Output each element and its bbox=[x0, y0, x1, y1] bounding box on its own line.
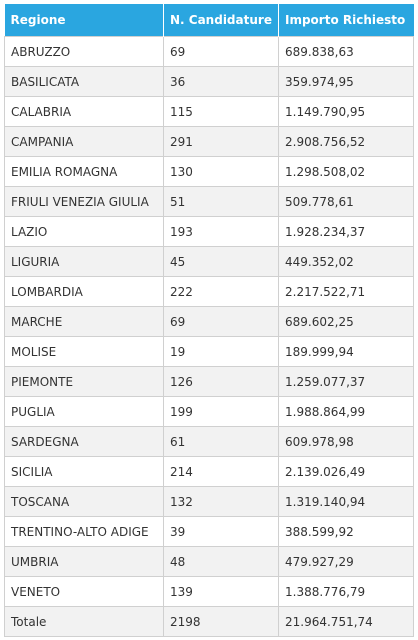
cell-regione: LIGURIA bbox=[4, 246, 164, 277]
cell-importo: 689.838,63 bbox=[278, 36, 414, 67]
cell-candidature: 139 bbox=[163, 576, 279, 607]
table-row: MARCHE 69 689.602,25 bbox=[4, 306, 414, 337]
cell-candidature: 39 bbox=[163, 516, 279, 547]
header-row: Regione N. Candidature Importo Richiesto bbox=[4, 4, 414, 37]
table-row: EMILIA ROMAGNA 130 1.298.508,02 bbox=[4, 156, 414, 187]
cell-importo: 479.927,29 bbox=[278, 546, 414, 577]
table-row: TOSCANA 132 1.319.140,94 bbox=[4, 486, 414, 517]
table-row: SARDEGNA 61 609.978,98 bbox=[4, 426, 414, 457]
cell-candidature: 2198 bbox=[163, 606, 279, 637]
cell-importo: 1.388.776,79 bbox=[278, 576, 414, 607]
cell-regione: TRENTINO-ALTO ADIGE bbox=[4, 516, 164, 547]
cell-importo: 1.319.140,94 bbox=[278, 486, 414, 517]
table-row: CAMPANIA 291 2.908.756,52 bbox=[4, 126, 414, 157]
cell-regione: SICILIA bbox=[4, 456, 164, 487]
cell-candidature: 126 bbox=[163, 366, 279, 397]
cell-regione: EMILIA ROMAGNA bbox=[4, 156, 164, 187]
cell-candidature: 61 bbox=[163, 426, 279, 457]
cell-importo: 1.259.077,37 bbox=[278, 366, 414, 397]
cell-candidature: 19 bbox=[163, 336, 279, 367]
cell-importo: 1.928.234,37 bbox=[278, 216, 414, 247]
cell-importo: 609.978,98 bbox=[278, 426, 414, 457]
table-row: LAZIO 193 1.928.234,37 bbox=[4, 216, 414, 247]
cell-importo: 2.139.026,49 bbox=[278, 456, 414, 487]
cell-regione: LAZIO bbox=[4, 216, 164, 247]
table-row: BASILICATA 36 359.974,95 bbox=[4, 66, 414, 97]
cell-importo: 509.778,61 bbox=[278, 186, 414, 217]
cell-importo: 2.908.756,52 bbox=[278, 126, 414, 157]
header-regione: Regione bbox=[4, 4, 164, 37]
cell-regione: PUGLIA bbox=[4, 396, 164, 427]
table-row: UMBRIA 48 479.927,29 bbox=[4, 546, 414, 577]
cell-importo: 1.988.864,99 bbox=[278, 396, 414, 427]
cell-candidature: 214 bbox=[163, 456, 279, 487]
cell-regione: TOSCANA bbox=[4, 486, 164, 517]
cell-regione: VENETO bbox=[4, 576, 164, 607]
cell-regione: UMBRIA bbox=[4, 546, 164, 577]
cell-candidature: 51 bbox=[163, 186, 279, 217]
table-row: SICILIA 214 2.139.026,49 bbox=[4, 456, 414, 487]
cell-regione: BASILICATA bbox=[4, 66, 164, 97]
cell-importo: 689.602,25 bbox=[278, 306, 414, 337]
cell-candidature: 69 bbox=[163, 306, 279, 337]
cell-regione: PIEMONTE bbox=[4, 366, 164, 397]
cell-regione: FRIULI VENEZIA GIULIA bbox=[4, 186, 164, 217]
cell-candidature: 222 bbox=[163, 276, 279, 307]
table-row: MOLISE 19 189.999,94 bbox=[4, 336, 414, 367]
table-row: FRIULI VENEZIA GIULIA 51 509.778,61 bbox=[4, 186, 414, 217]
cell-importo: 1.149.790,95 bbox=[278, 96, 414, 127]
cell-importo: 449.352,02 bbox=[278, 246, 414, 277]
cell-importo: 1.298.508,02 bbox=[278, 156, 414, 187]
regions-table: Regione N. Candidature Importo Richiesto… bbox=[4, 4, 414, 637]
cell-regione: LOMBARDIA bbox=[4, 276, 164, 307]
cell-importo: 2.217.522,71 bbox=[278, 276, 414, 307]
cell-candidature: 48 bbox=[163, 546, 279, 577]
table-row: LOMBARDIA 222 2.217.522,71 bbox=[4, 276, 414, 307]
cell-candidature: 115 bbox=[163, 96, 279, 127]
cell-candidature: 36 bbox=[163, 66, 279, 97]
cell-regione: MARCHE bbox=[4, 306, 164, 337]
cell-candidature: 69 bbox=[163, 36, 279, 67]
table-row: LIGURIA 45 449.352,02 bbox=[4, 246, 414, 277]
cell-regione: CAMPANIA bbox=[4, 126, 164, 157]
table-row: PIEMONTE 126 1.259.077,37 bbox=[4, 366, 414, 397]
cell-candidature: 132 bbox=[163, 486, 279, 517]
cell-regione: SARDEGNA bbox=[4, 426, 164, 457]
table-row: ABRUZZO 69 689.838,63 bbox=[4, 36, 414, 67]
cell-regione: MOLISE bbox=[4, 336, 164, 367]
table-body: ABRUZZO 69 689.838,63 BASILICATA 36 359.974,9… bbox=[4, 36, 414, 637]
cell-regione: Totale bbox=[4, 606, 164, 637]
cell-candidature: 193 bbox=[163, 216, 279, 247]
cell-candidature: 45 bbox=[163, 246, 279, 277]
table-row: PUGLIA 199 1.988.864,99 bbox=[4, 396, 414, 427]
cell-importo: 21.964.751,74 bbox=[278, 606, 414, 637]
regions-table-container: Regione N. Candidature Importo Richiesto… bbox=[4, 4, 414, 637]
header-importo-richiesto: Importo Richiesto bbox=[278, 4, 414, 37]
header-n-candidature: N. Candidature bbox=[163, 4, 279, 37]
cell-importo: 359.974,95 bbox=[278, 66, 414, 97]
cell-importo: 189.999,94 bbox=[278, 336, 414, 367]
table-row: TRENTINO-ALTO ADIGE 39 388.599,92 bbox=[4, 516, 414, 547]
cell-importo: 388.599,92 bbox=[278, 516, 414, 547]
cell-regione: ABRUZZO bbox=[4, 36, 164, 67]
table-header: Regione N. Candidature Importo Richiesto bbox=[4, 4, 414, 37]
cell-candidature: 130 bbox=[163, 156, 279, 187]
cell-regione: CALABRIA bbox=[4, 96, 164, 127]
table-row: VENETO 139 1.388.776,79 bbox=[4, 576, 414, 607]
table-row: CALABRIA 115 1.149.790,95 bbox=[4, 96, 414, 127]
cell-candidature: 291 bbox=[163, 126, 279, 157]
cell-candidature: 199 bbox=[163, 396, 279, 427]
total-row: Totale 2198 21.964.751,74 bbox=[4, 606, 414, 637]
